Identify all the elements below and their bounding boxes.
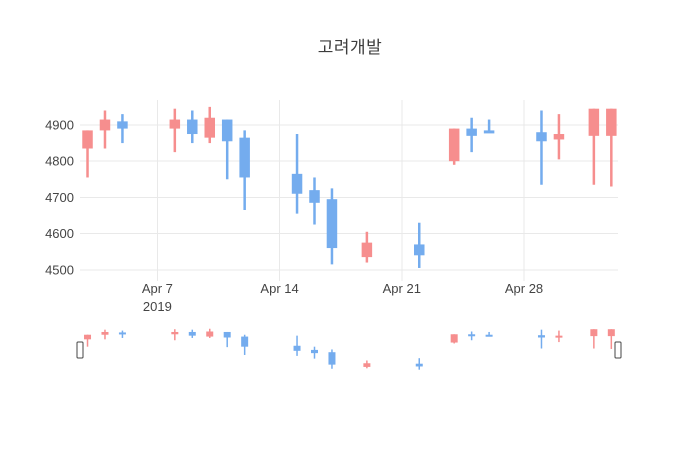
- x-axis-labels: Apr 7 2019 Apr 14 Apr 21 Apr 28: [142, 281, 543, 314]
- mini-candle-body: [188, 331, 196, 336]
- x-tick-label: Apr 21: [383, 281, 421, 296]
- candle-body: [553, 134, 565, 140]
- mini-candle-body: [468, 334, 476, 337]
- candle: [553, 114, 565, 160]
- candle-body: [309, 190, 320, 203]
- candle: [588, 108, 600, 185]
- candle: [204, 106, 215, 144]
- mini-candle-body: [450, 334, 458, 343]
- candle-body: [361, 242, 373, 258]
- candle-body: [99, 119, 111, 131]
- candle: [239, 130, 250, 211]
- plot-area[interactable]: [80, 100, 618, 281]
- mini-candle-body: [101, 331, 109, 335]
- mini-candle-body: [415, 363, 423, 367]
- candle: [117, 114, 128, 144]
- x-tick-sublabel: 2019: [143, 299, 172, 314]
- x-tick-label: Apr 28: [505, 281, 543, 296]
- mini-candle-body: [485, 334, 493, 337]
- mini-candle-body: [555, 335, 563, 338]
- rangeslider-handle-left[interactable]: [76, 341, 84, 359]
- mini-candle-body: [171, 331, 179, 335]
- y-tick-label: 4600: [45, 226, 74, 241]
- candle: [187, 110, 198, 144]
- x-gridlines: [156, 100, 525, 281]
- candle-body: [588, 108, 600, 136]
- candle-body: [187, 119, 198, 135]
- y-axis-labels: 4500 4600 4700 4800 4900: [45, 117, 74, 277]
- mini-candle-body: [537, 335, 545, 338]
- mini-candle-body: [206, 331, 214, 337]
- candle: [361, 231, 373, 263]
- mini-candle-body: [311, 349, 318, 354]
- candle-body: [239, 137, 250, 178]
- candle-body: [483, 130, 495, 134]
- mini-candle-body: [241, 336, 249, 347]
- candle: [99, 110, 111, 149]
- candle: [82, 130, 93, 178]
- candle-body: [82, 130, 93, 149]
- candle-body: [326, 199, 338, 249]
- rangeslider-track[interactable]: [80, 327, 618, 373]
- candle-body: [204, 117, 215, 138]
- candle: [221, 119, 233, 180]
- candle: [606, 108, 617, 187]
- y-tick-label: 4900: [45, 117, 74, 132]
- candle: [483, 119, 495, 134]
- candles: [82, 106, 617, 268]
- y-tick-label: 4500: [45, 262, 74, 277]
- mini-candle-body: [84, 334, 92, 340]
- y-tick-label: 4800: [45, 154, 74, 169]
- mini-candle-body: [293, 345, 301, 351]
- x-tick-label: Apr 14: [260, 281, 298, 296]
- candle-body: [606, 108, 617, 136]
- candle-body: [291, 173, 303, 194]
- rangeslider-handle-right[interactable]: [614, 341, 622, 359]
- candle-body: [117, 121, 128, 129]
- mini-candle-body: [328, 352, 336, 365]
- mini-candle-body: [118, 332, 126, 335]
- candle-body: [536, 132, 547, 142]
- candle-body: [448, 128, 460, 162]
- mini-candle-body: [363, 363, 371, 367]
- candle-body: [466, 128, 477, 136]
- candle: [309, 177, 320, 225]
- chart-title: 고려개발: [317, 38, 383, 57]
- candle: [536, 110, 547, 185]
- mini-candle-body: [607, 329, 615, 337]
- mini-candle-body: [223, 331, 231, 338]
- candle-body: [414, 244, 425, 256]
- candle: [448, 128, 460, 165]
- candle: [326, 188, 338, 265]
- candle: [414, 222, 425, 268]
- candle-body: [169, 119, 181, 129]
- mini-candle-body: [590, 329, 598, 337]
- candle: [169, 108, 181, 153]
- rangeslider[interactable]: [76, 327, 622, 373]
- x-tick-label: Apr 7: [142, 281, 173, 296]
- candle: [291, 134, 303, 214]
- y-tick-label: 4700: [45, 190, 74, 205]
- candle-body: [221, 119, 233, 142]
- candle: [466, 117, 477, 153]
